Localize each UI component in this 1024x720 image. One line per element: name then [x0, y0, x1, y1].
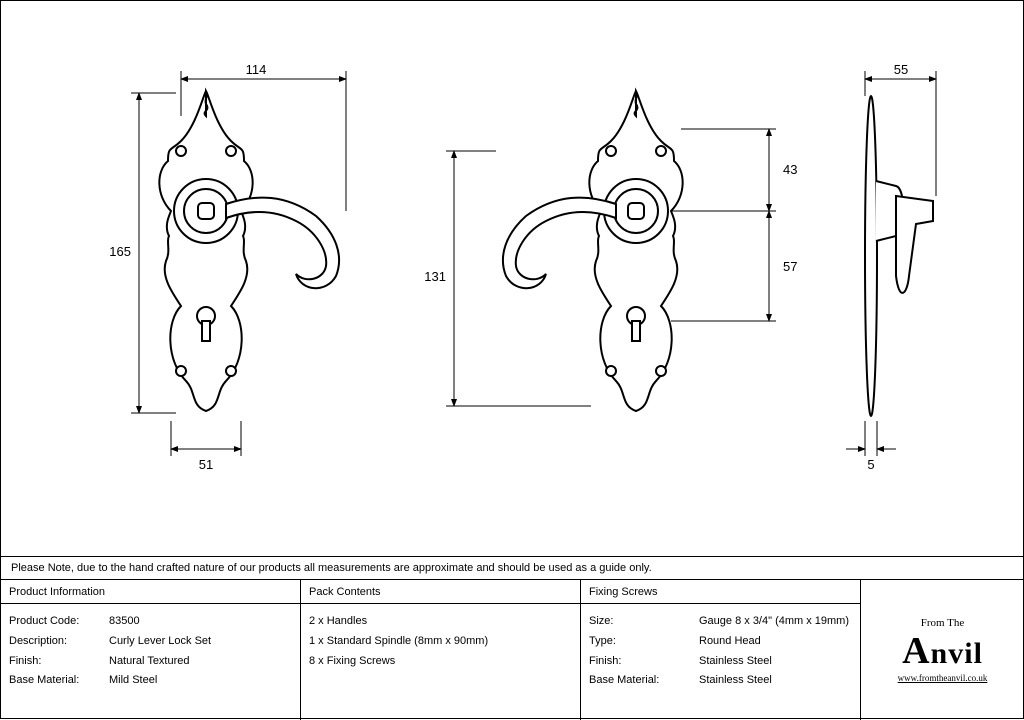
note-text: Please Note, due to the hand crafted nat… — [11, 562, 652, 574]
code-label: Product Code: — [9, 612, 109, 632]
dim-114-text: 114 — [246, 62, 267, 77]
base-label: Base Material: — [9, 671, 109, 691]
dim-43: 43 — [671, 129, 797, 211]
desc-value: Curly Lever Lock Set — [109, 632, 292, 652]
base-value: Mild Steel — [109, 671, 292, 691]
drawing-area: 114 165 51 — [1, 1, 1024, 556]
front-view-left — [159, 91, 339, 411]
pack-header: Pack Contents — [301, 580, 580, 604]
info-section: Product Information Product Code:83500 D… — [1, 580, 1024, 720]
dim-5-text: 5 — [867, 457, 874, 472]
dim-55-text: 55 — [894, 62, 908, 77]
screw-size-label: Size: — [589, 612, 699, 632]
finish-label: Finish: — [9, 652, 109, 672]
pack-item-2: 1 x Standard Spindle (8mm x 90mm) — [309, 632, 572, 652]
finish-value: Natural Textured — [109, 652, 292, 672]
dim-57: 57 — [671, 211, 797, 321]
screw-base-value: Stainless Steel — [699, 671, 852, 691]
pack-item-3: 8 x Fixing Screws — [309, 652, 572, 672]
front-view-right — [503, 91, 683, 411]
logo-from: From The — [898, 617, 988, 629]
pack-contents-column: Pack Contents 2 x Handles 1 x Standard S… — [301, 580, 581, 720]
pack-item-1: 2 x Handles — [309, 612, 572, 632]
screw-type-label: Type: — [589, 632, 699, 652]
logo-name-rest: nvil — [931, 637, 983, 670]
logo-url: www.fromtheanvil.co.uk — [898, 673, 988, 683]
logo-column: From The Anvil www.fromtheanvil.co.uk — [861, 580, 1024, 720]
code-value: 83500 — [109, 612, 292, 632]
technical-drawing-svg: 114 165 51 — [1, 1, 1024, 556]
screw-finish-label: Finish: — [589, 652, 699, 672]
dim-131-text: 131 — [424, 269, 446, 284]
dim-5: 5 — [846, 421, 896, 472]
dim-165-text: 165 — [109, 244, 131, 259]
product-info-column: Product Information Product Code:83500 D… — [1, 580, 301, 720]
screw-size-value: Gauge 8 x 3/4" (4mm x 19mm) — [699, 612, 852, 632]
screw-base-label: Base Material: — [589, 671, 699, 691]
desc-label: Description: — [9, 632, 109, 652]
side-view — [865, 96, 933, 416]
dim-165: 165 — [109, 93, 176, 413]
dim-57-text: 57 — [783, 259, 797, 274]
screws-header: Fixing Screws — [581, 580, 860, 604]
product-info-header: Product Information — [1, 580, 300, 604]
screw-type-value: Round Head — [699, 632, 852, 652]
page-frame: 114 165 51 — [0, 0, 1024, 719]
dim-43-text: 43 — [783, 162, 797, 177]
note-bar: Please Note, due to the hand crafted nat… — [1, 556, 1024, 580]
screw-finish-value: Stainless Steel — [699, 652, 852, 672]
dim-51: 51 — [171, 421, 241, 472]
anvil-logo: From The Anvil www.fromtheanvil.co.uk — [898, 617, 988, 683]
dim-51-text: 51 — [199, 457, 213, 472]
fixing-screws-column: Fixing Screws Size:Gauge 8 x 3/4" (4mm x… — [581, 580, 861, 720]
